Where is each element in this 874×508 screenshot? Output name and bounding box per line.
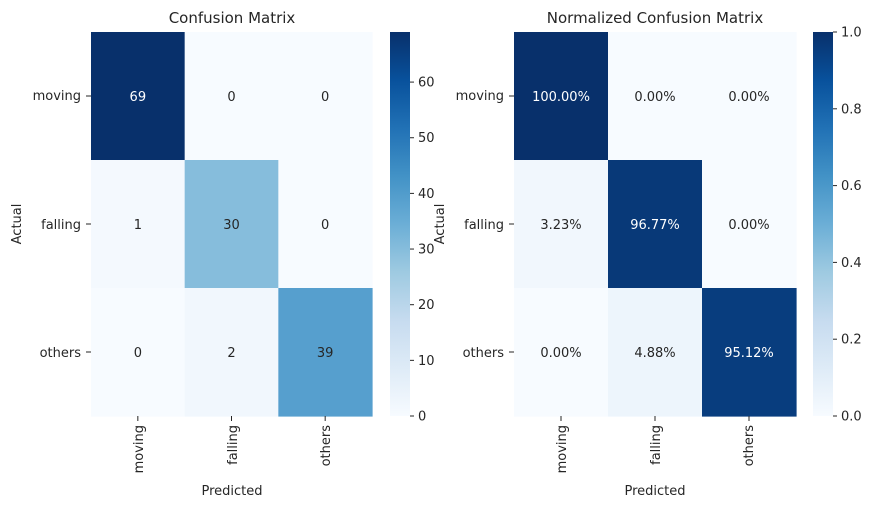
colorbar-tick-label: 50 — [418, 131, 435, 146]
y-axis-label: Actual — [10, 204, 25, 245]
cell-value-label: 30 — [223, 218, 240, 233]
colorbar-tick-label: 0.4 — [841, 256, 862, 271]
colorbar-ticks: 0.0 0.2 0.4 0.6 0.8 1.0 — [833, 26, 862, 425]
cell-value-label: 2 — [227, 346, 235, 361]
colorbar-ticks: 0 10 20 30 40 50 60 — [410, 76, 435, 425]
cell-value-label: 0 — [134, 346, 142, 361]
colorbar — [390, 32, 410, 416]
heatmap-cell — [608, 32, 703, 161]
y-tick-label: falling — [41, 218, 81, 233]
cell-value-label: 95.12% — [724, 346, 774, 361]
colorbar-tick-label: 0 — [418, 410, 426, 425]
heatmap-cell — [702, 160, 797, 289]
cell-value-label: 0.00% — [728, 90, 769, 105]
chart-title: Confusion Matrix — [169, 9, 296, 27]
heatmap-cell — [91, 32, 186, 161]
heatmap-cell — [278, 160, 373, 289]
colorbar-tick-label: 20 — [418, 298, 435, 313]
heatmap-cells: 100.00% 0.00% 0.00% 3.23% 96.77% 0.00% 0.00% 4.… — [514, 32, 797, 417]
colorbar-tick-label: 0.2 — [841, 333, 862, 348]
x-axis-label: Predicted — [201, 484, 262, 499]
colorbar-tick-label: 30 — [418, 243, 435, 258]
confusion-matrix-chart: Confusion Matrix 69 0 0 1 30 0 0 2 39 moving fal… — [10, 9, 435, 499]
heatmap-cell — [184, 288, 279, 417]
chart-title: Normalized Confusion Matrix — [547, 9, 764, 27]
cell-value-label: 39 — [317, 346, 334, 361]
x-tick-label: others — [319, 425, 334, 467]
x-tick-label: moving — [555, 425, 570, 473]
heatmap-cell — [702, 288, 797, 417]
normalized-confusion-matrix-chart: Normalized Confusion Matrix 100.00% 0.00%… — [433, 9, 862, 499]
y-axis-label: Actual — [433, 204, 448, 245]
heatmap-cell — [608, 160, 703, 289]
cell-value-label: 0.00% — [540, 346, 581, 361]
y-tick-label: falling — [464, 218, 504, 233]
y-tick-label: moving — [33, 89, 81, 104]
cell-value-label: 0.00% — [728, 218, 769, 233]
x-tick-label: falling — [226, 425, 241, 465]
heatmap-cell — [514, 288, 609, 417]
colorbar-tick-label: 40 — [418, 187, 435, 202]
heatmap-cell — [514, 32, 609, 161]
heatmap-cell — [91, 160, 186, 289]
colorbar-tick-label: 0.6 — [841, 179, 862, 194]
cell-value-label: 0 — [321, 218, 329, 233]
x-axis-label: Predicted — [624, 484, 685, 499]
y-tick-label: others — [40, 346, 82, 361]
heatmap-cells: 69 0 0 1 30 0 0 2 39 — [91, 32, 373, 417]
cell-value-label: 3.23% — [540, 218, 581, 233]
x-tick-label: falling — [649, 425, 664, 465]
colorbar — [813, 32, 833, 416]
y-tick-label: others — [463, 346, 505, 361]
heatmap-cell — [608, 288, 703, 417]
x-tick-label: others — [742, 425, 757, 467]
colorbar-tick-label: 60 — [418, 76, 435, 91]
cell-value-label: 0.00% — [634, 90, 675, 105]
cell-value-label: 96.77% — [630, 218, 680, 233]
cell-value-label: 4.88% — [634, 346, 675, 361]
heatmap-cell — [702, 32, 797, 161]
colorbar-tick-label: 0.0 — [841, 410, 862, 425]
heatmap-cell — [514, 160, 609, 289]
heatmap-cell — [91, 288, 186, 417]
cell-value-label: 0 — [321, 90, 329, 105]
heatmap-cell — [184, 160, 279, 289]
cell-value-label: 0 — [227, 90, 235, 105]
heatmap-cell — [278, 288, 373, 417]
x-tick-label: moving — [132, 425, 147, 473]
colorbar-tick-label: 10 — [418, 354, 435, 369]
y-tick-label: moving — [456, 89, 504, 104]
cell-value-label: 100.00% — [532, 90, 590, 105]
cell-value-label: 69 — [130, 90, 147, 105]
colorbar-tick-label: 1.0 — [841, 26, 862, 41]
cell-value-label: 1 — [134, 218, 142, 233]
heatmap-cell — [184, 32, 279, 161]
heatmap-cell — [278, 32, 373, 161]
colorbar-tick-label: 0.8 — [841, 102, 862, 117]
